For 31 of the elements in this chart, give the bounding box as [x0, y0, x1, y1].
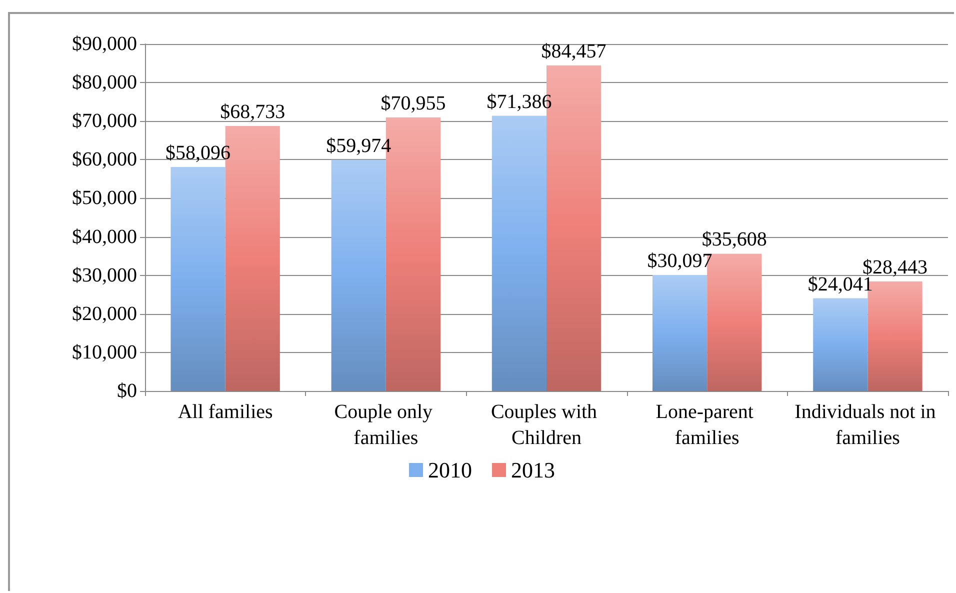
y-tick-label: $70,000: [72, 110, 137, 132]
text: $35,608: [702, 228, 767, 251]
y-tick-label: $90,000: [72, 33, 137, 55]
y-tick-label: $30,000: [72, 264, 137, 286]
text: $71,386: [486, 90, 552, 113]
x-tick-label: Lone-parent families: [656, 401, 758, 449]
y-tick-label: $50,000: [72, 187, 137, 210]
legend-label: 2010: [428, 458, 472, 482]
legend-label: 2013: [511, 458, 555, 482]
bar: [652, 274, 708, 391]
text: $30,097: [647, 250, 712, 272]
bar: [331, 160, 386, 391]
y-tick-label: $60,000: [72, 148, 137, 171]
text: $28,443: [862, 256, 928, 278]
y-tick-label: $80,000: [72, 72, 137, 94]
text: $68,733: [220, 100, 286, 123]
y-tick-label: $40,000: [72, 226, 137, 248]
x-tick-label: Couple only families: [334, 401, 438, 449]
y-tick-label: $20,000: [72, 302, 137, 325]
y-tick-label: $0: [117, 380, 137, 402]
text: $70,955: [380, 92, 446, 114]
x-tick-label: Individuals not in families: [794, 401, 941, 449]
text: $58,096: [166, 142, 230, 164]
x-tick-label: Couples with Children: [490, 401, 602, 449]
text: $84,457: [541, 40, 606, 62]
bar: [813, 298, 868, 391]
bar: [492, 116, 546, 391]
bar: [170, 167, 226, 391]
y-tick-label: $10,000: [72, 341, 137, 364]
text: $59,974: [326, 134, 392, 157]
x-tick-label: All families: [178, 401, 274, 423]
